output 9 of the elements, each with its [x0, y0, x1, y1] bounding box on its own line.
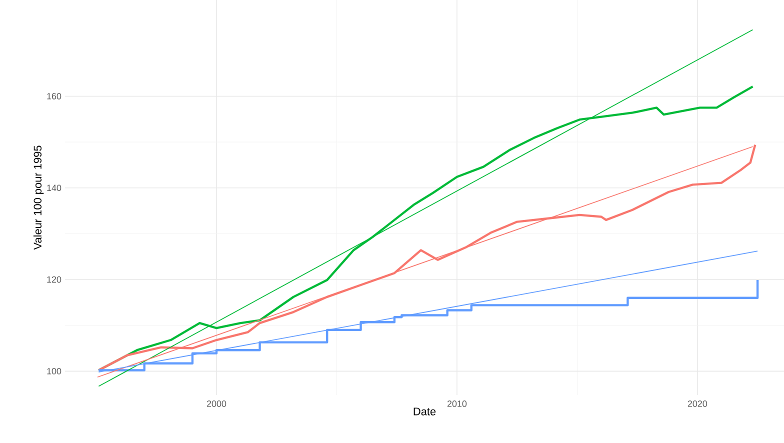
y-tick-label: 140: [47, 184, 62, 192]
x-axis-title: Date: [414, 408, 436, 416]
x-tick-label: 2000: [206, 400, 226, 407]
y-tick-label: 120: [47, 276, 62, 283]
y-tick-label: 160: [47, 93, 62, 100]
x-tick-label: 2020: [688, 400, 708, 407]
y-axis-title: Valeur 100 pour 1995: [33, 146, 44, 250]
y-tick-label: 100: [47, 368, 62, 374]
x-tick-label: 2010: [447, 400, 467, 407]
